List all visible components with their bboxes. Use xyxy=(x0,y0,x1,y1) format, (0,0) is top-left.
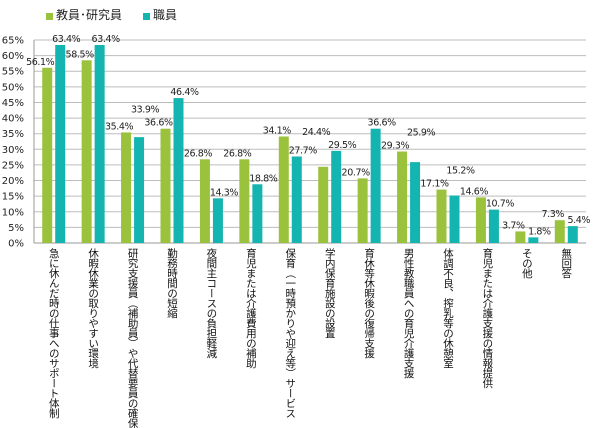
x-tick-label: 体調不良、搾乳等の休憩室 xyxy=(442,248,454,368)
bar-staff xyxy=(173,98,184,243)
x-tick-label: 男性教職員への育児介護支援 xyxy=(402,248,415,378)
bar-staff xyxy=(331,150,342,243)
legend-label-staff: 職員 xyxy=(153,8,178,22)
data-label-staff: 29.5% xyxy=(328,140,357,151)
y-tick-label: 20% xyxy=(2,176,24,187)
x-tick-label: 休暇休業の取りやすい環境 xyxy=(87,248,100,368)
legend-swatch-staff xyxy=(143,12,150,20)
y-tick-label: 10% xyxy=(2,207,24,218)
y-tick-label: 15% xyxy=(2,192,24,203)
x-tick-label: 保育（一時預かりや迎え等）サービス xyxy=(284,248,297,418)
bar-staff xyxy=(134,137,145,243)
x-tick-label: 育休等休暇後の復帰支援 xyxy=(363,248,376,358)
data-label-staff: 1.8% xyxy=(528,226,551,237)
bar-faculty xyxy=(160,128,171,243)
data-label-faculty: 58.5% xyxy=(66,49,95,60)
data-label-faculty: 24.4% xyxy=(302,127,331,138)
bar-faculty xyxy=(121,132,132,243)
legend-swatch-faculty xyxy=(46,12,53,20)
x-tick-label: 育児または介護支援の情報提供 xyxy=(481,248,494,388)
bar-staff xyxy=(449,195,460,243)
bar-faculty xyxy=(81,60,92,243)
data-label-faculty: 7.3% xyxy=(542,209,565,220)
data-label-faculty: 20.7% xyxy=(342,167,371,178)
x-tick-label: 無回答 xyxy=(560,248,573,278)
x-tick-label: 夜間主コースの負担軽減 xyxy=(205,248,218,358)
data-label-faculty: 3.7% xyxy=(502,220,525,231)
data-label-faculty: 14.6% xyxy=(460,186,489,197)
y-tick-label: 30% xyxy=(2,145,24,156)
y-tick-label: 25% xyxy=(2,160,24,171)
data-label-faculty: 26.8% xyxy=(223,148,252,159)
data-label-staff: 15.2% xyxy=(446,166,475,177)
y-tick-label: 35% xyxy=(2,129,24,140)
x-tick-label: 育児または介護費用の補助 xyxy=(244,248,257,368)
x-tick-label: 学内保育施設の設置 xyxy=(323,248,336,338)
bar-faculty xyxy=(199,159,210,243)
data-label-faculty: 56.1% xyxy=(26,57,55,68)
data-label-faculty: 29.3% xyxy=(381,140,410,151)
bar-staff xyxy=(291,156,302,243)
bar-faculty xyxy=(278,136,289,243)
data-label-staff: 14.3% xyxy=(210,187,239,198)
bar-staff xyxy=(55,44,66,244)
bar-staff xyxy=(370,128,381,243)
x-tick-label: 研究支援員（補助員）や代替要員の確保 xyxy=(126,248,139,428)
bar-staff xyxy=(488,209,499,243)
x-tick-label: 勤務時間の短縮 xyxy=(166,248,178,318)
y-tick-label: 40% xyxy=(2,114,24,125)
y-tick-label: 65% xyxy=(2,36,24,47)
bar-staff xyxy=(567,226,578,243)
bar-staff xyxy=(410,162,421,243)
data-label-staff: 46.4% xyxy=(170,87,199,98)
bar-staff xyxy=(212,198,223,243)
data-label-staff: 18.8% xyxy=(249,173,278,184)
data-label-staff: 36.6% xyxy=(368,118,397,129)
legend-item-faculty: 教員･研究員 xyxy=(46,6,122,23)
y-tick-label: 60% xyxy=(2,51,24,62)
data-label-staff: 10.7% xyxy=(486,199,515,210)
y-tick-label: 5% xyxy=(8,223,24,234)
data-label-staff: 5.4% xyxy=(568,215,591,226)
data-label-staff: 33.9% xyxy=(131,105,160,116)
legend: 教員･研究員 職員 xyxy=(0,6,600,26)
y-tick-label: 0% xyxy=(8,239,24,250)
legend-item-staff: 職員 xyxy=(143,6,177,23)
bar-faculty xyxy=(515,231,526,243)
legend-label-faculty: 教員･研究員 xyxy=(56,8,123,22)
bar-faculty xyxy=(397,151,408,243)
data-label-staff: 63.4% xyxy=(52,34,81,45)
bar-faculty xyxy=(475,197,486,243)
data-label-faculty: 34.1% xyxy=(263,126,292,137)
y-tick-label: 55% xyxy=(2,67,24,78)
data-label-faculty: 17.1% xyxy=(420,179,449,190)
y-tick-label: 45% xyxy=(2,98,24,109)
bar-faculty xyxy=(436,189,447,243)
x-tick-label: 急に休んだ時の仕事へのサポート体制 xyxy=(47,248,60,418)
bar-faculty xyxy=(554,220,565,243)
bar-faculty xyxy=(357,178,368,243)
bar-staff xyxy=(528,237,539,243)
bar-chart: 0% 5% 10% 15% 20% 25% 30% 35% 40% 45% 50% 55% 60% 65%… xyxy=(2,34,591,250)
bar-faculty xyxy=(318,166,329,243)
data-label-faculty: 26.8% xyxy=(184,148,213,159)
data-label-staff: 27.7% xyxy=(289,145,318,156)
bar-faculty xyxy=(42,67,53,244)
y-tick-label: 50% xyxy=(2,82,24,93)
bar-staff xyxy=(252,184,263,243)
data-label-faculty: 36.6% xyxy=(144,118,173,129)
bar-faculty xyxy=(239,159,250,243)
bar-staff xyxy=(94,44,105,244)
data-label-faculty: 35.4% xyxy=(105,121,134,132)
data-label-staff: 63.4% xyxy=(92,34,121,45)
x-tick-label: その他 xyxy=(520,248,533,278)
data-label-staff: 25.9% xyxy=(407,127,436,138)
